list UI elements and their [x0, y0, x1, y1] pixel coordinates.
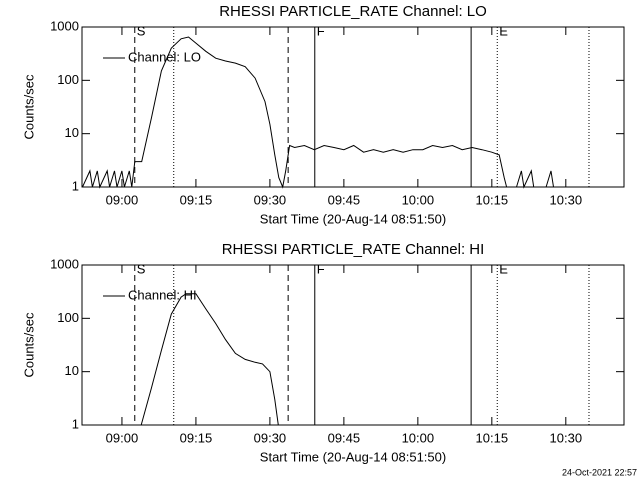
x-tick-label: 09:30 [254, 192, 287, 207]
y-tick-label: 1000 [50, 256, 79, 271]
x-tick-label: 09:15 [180, 430, 213, 445]
y-tick-label: 1 [72, 178, 79, 193]
x-axis-label: Start Time (20-Aug-14 08:51:50) [260, 211, 446, 226]
y-axis-label: Counts/sec [21, 312, 36, 378]
y-tick-label: 10 [65, 363, 79, 378]
y-tick-label: 1 [72, 416, 79, 431]
x-tick-label: 10:15 [476, 430, 509, 445]
x-tick-label: 10:15 [476, 192, 509, 207]
x-tick-label: 09:45 [328, 430, 361, 445]
x-tick-label: 10:00 [402, 192, 435, 207]
plot-frame [81, 26, 625, 188]
x-tick-label: 09:45 [328, 192, 361, 207]
x-tick-label: 09:15 [180, 192, 213, 207]
annotation: S [137, 261, 146, 276]
y-axis-label: Counts/sec [21, 74, 36, 140]
annotation: E [499, 23, 508, 38]
x-tick-label: 09:00 [106, 192, 139, 207]
annotation: S [137, 23, 146, 38]
chart-title: RHESSI PARTICLE_RATE Channel: HI [222, 241, 485, 258]
x-tick-label: 10:30 [550, 192, 583, 207]
y-tick-label: 100 [57, 310, 79, 325]
y-tick-label: 10 [65, 125, 79, 140]
y-tick-label: 1000 [50, 18, 79, 33]
x-tick-label: 09:30 [254, 430, 287, 445]
annotation: F [317, 23, 325, 38]
annotation: E [499, 261, 508, 276]
x-axis-label: Start Time (20-Aug-14 08:51:50) [260, 449, 446, 464]
chart-title: RHESSI PARTICLE_RATE Channel: LO [219, 3, 487, 20]
y-tick-label: 100 [57, 72, 79, 87]
legend-label: Channel: LO [128, 49, 201, 64]
x-tick-label: 09:00 [106, 430, 139, 445]
data-line [140, 293, 279, 426]
data-line [82, 36, 566, 189]
annotation: F [317, 261, 325, 276]
plot-frame [81, 264, 625, 426]
timestamp: 24-Oct-2021 22:57 [562, 467, 637, 477]
legend-label: Channel: HI [128, 287, 197, 302]
x-tick-label: 10:30 [550, 430, 583, 445]
x-tick-label: 10:00 [402, 430, 435, 445]
